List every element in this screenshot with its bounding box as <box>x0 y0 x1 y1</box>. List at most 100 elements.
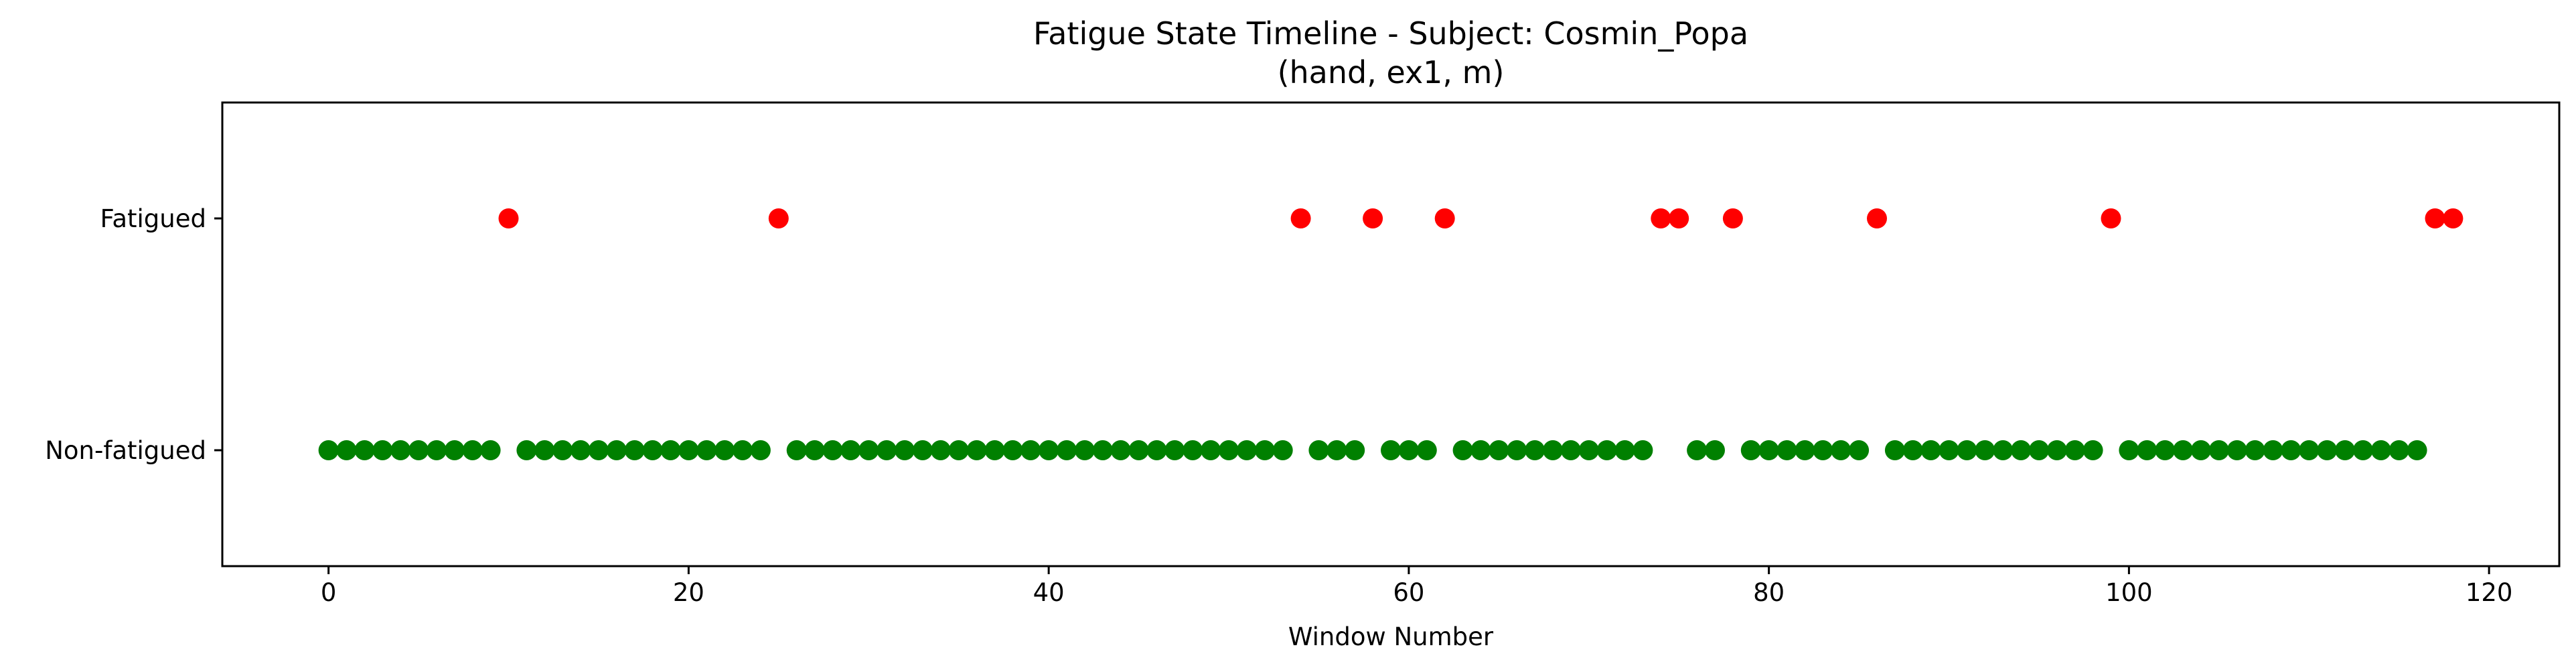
non-fatigued-point-106 <box>2226 440 2247 460</box>
non-fatigued-point-107 <box>2245 440 2265 460</box>
x-tick-label-60: 60 <box>1393 578 1424 607</box>
non-fatigued-point-66 <box>1507 440 1527 460</box>
y-axis-ticks: Fatigued Non-fatigued <box>45 204 222 465</box>
non-fatigued-point-52 <box>1254 440 1275 460</box>
non-fatigued-point-84 <box>1831 440 1851 460</box>
non-fatigued-point-44 <box>1110 440 1131 460</box>
non-fatigued-point-4 <box>390 440 411 460</box>
non-fatigued-point-110 <box>2299 440 2320 460</box>
non-fatigued-point-93 <box>1993 440 2014 460</box>
x-tick-label-100: 100 <box>2105 578 2153 607</box>
non-fatigued-point-109 <box>2281 440 2301 460</box>
x-axis-ticks: 0 20 40 60 80 100 120 <box>321 566 2512 607</box>
non-fatigued-point-64 <box>1470 440 1491 460</box>
fatigued-point-99 <box>2101 208 2121 228</box>
non-fatigued-point-90 <box>1939 440 1959 460</box>
fatigued-point-78 <box>1722 208 1743 228</box>
chart-title: Fatigue State Timeline - Subject: Cosmin… <box>1033 15 1748 52</box>
non-fatigued-point-36 <box>966 440 987 460</box>
non-fatigued-point-105 <box>2208 440 2229 460</box>
non-fatigued-point-97 <box>2064 440 2085 460</box>
non-fatigued-point-108 <box>2263 440 2283 460</box>
non-fatigued-point-20 <box>678 440 699 460</box>
non-fatigued-point-17 <box>624 440 645 460</box>
non-fatigued-point-39 <box>1020 440 1041 460</box>
non-fatigued-point-80 <box>1758 440 1779 460</box>
non-fatigued-point-104 <box>2190 440 2211 460</box>
non-fatigued-point-22 <box>714 440 735 460</box>
x-axis-label: Window Number <box>1288 622 1494 651</box>
non-fatigued-point-16 <box>606 440 627 460</box>
non-fatigued-point-35 <box>948 440 969 460</box>
non-fatigued-point-67 <box>1525 440 1545 460</box>
non-fatigued-point-103 <box>2173 440 2194 460</box>
non-fatigued-point-95 <box>2029 440 2049 460</box>
non-fatigued-point-83 <box>1813 440 1833 460</box>
non-fatigued-point-55 <box>1308 440 1329 460</box>
non-fatigued-point-59 <box>1381 440 1401 460</box>
non-fatigued-point-116 <box>2407 440 2427 460</box>
non-fatigued-point-18 <box>642 440 663 460</box>
fatigued-point-86 <box>1867 208 1887 228</box>
y-tick-label-non-fatigued: Non-fatigued <box>45 436 206 465</box>
x-tick-label-20: 20 <box>673 578 704 607</box>
non-fatigued-point-68 <box>1543 440 1563 460</box>
non-fatigued-point-100 <box>2119 440 2139 460</box>
non-fatigued-point-34 <box>930 440 951 460</box>
non-fatigued-point-3 <box>372 440 393 460</box>
non-fatigued-point-87 <box>1884 440 1905 460</box>
non-fatigued-point-7 <box>444 440 465 460</box>
non-fatigued-point-40 <box>1039 440 1059 460</box>
non-fatigued-point-14 <box>571 440 591 460</box>
non-fatigued-point-30 <box>858 440 879 460</box>
non-fatigued-point-69 <box>1560 440 1581 460</box>
fatigued-point-118 <box>2443 208 2464 228</box>
x-tick-label-40: 40 <box>1033 578 1065 607</box>
non-fatigued-point-92 <box>1975 440 1995 460</box>
non-fatigued-point-101 <box>2137 440 2157 460</box>
non-fatigued-point-41 <box>1057 440 1077 460</box>
non-fatigued-point-50 <box>1219 440 1239 460</box>
non-fatigued-point-102 <box>2155 440 2176 460</box>
non-fatigued-point-43 <box>1092 440 1113 460</box>
non-fatigued-point-91 <box>1957 440 1977 460</box>
fatigued-point-62 <box>1434 208 1455 228</box>
x-tick-label-80: 80 <box>1753 578 1785 607</box>
fatigued-point-58 <box>1363 208 1383 228</box>
non-fatigued-point-13 <box>552 440 573 460</box>
non-fatigued-point-94 <box>2011 440 2032 460</box>
non-fatigued-point-21 <box>696 440 717 460</box>
non-fatigued-point-96 <box>2046 440 2067 460</box>
non-fatigued-point-111 <box>2317 440 2338 460</box>
fatigued-point-54 <box>1290 208 1311 228</box>
non-fatigued-point-88 <box>1902 440 1923 460</box>
data-points <box>318 208 2464 460</box>
non-fatigued-point-112 <box>2335 440 2355 460</box>
non-fatigued-point-71 <box>1596 440 1617 460</box>
non-fatigued-point-5 <box>408 440 429 460</box>
non-fatigued-point-37 <box>984 440 1005 460</box>
non-fatigued-point-9 <box>480 440 501 460</box>
non-fatigued-point-114 <box>2370 440 2391 460</box>
non-fatigued-point-26 <box>786 440 807 460</box>
non-fatigued-point-65 <box>1489 440 1509 460</box>
non-fatigued-point-31 <box>877 440 897 460</box>
non-fatigued-point-23 <box>733 440 753 460</box>
non-fatigued-point-81 <box>1776 440 1797 460</box>
x-tick-label-0: 0 <box>321 578 337 607</box>
non-fatigued-point-24 <box>750 440 771 460</box>
non-fatigued-point-63 <box>1452 440 1473 460</box>
non-fatigued-point-46 <box>1146 440 1167 460</box>
non-fatigued-point-11 <box>516 440 537 460</box>
chart-subtitle: (hand, ex1, m) <box>1278 54 1505 90</box>
non-fatigued-point-47 <box>1164 440 1185 460</box>
non-fatigued-point-61 <box>1416 440 1437 460</box>
non-fatigued-point-28 <box>822 440 843 460</box>
non-fatigued-point-113 <box>2352 440 2373 460</box>
non-fatigued-point-72 <box>1614 440 1635 460</box>
non-fatigued-point-89 <box>1920 440 1941 460</box>
non-fatigued-point-98 <box>2082 440 2103 460</box>
fatigued-point-117 <box>2425 208 2445 228</box>
